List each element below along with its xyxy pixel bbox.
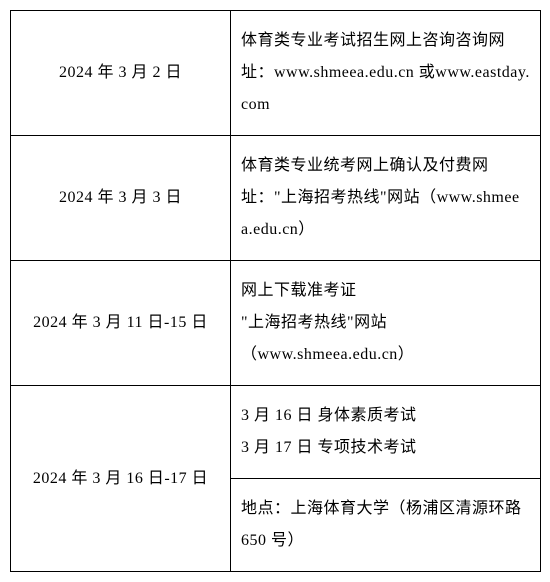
date-cell: 2024 年 3 月 2 日 bbox=[11, 11, 231, 136]
date-cell: 2024 年 3 月 3 日 bbox=[11, 136, 231, 261]
date-cell: 2024 年 3 月 11 日-15 日 bbox=[11, 261, 231, 386]
content-cell: 体育类专业统考网上确认及付费网址："上海招考热线"网站（www.shmeea.e… bbox=[231, 136, 541, 261]
content-cell: 3 月 16 日 身体素质考试3 月 17 日 专项技术考试 bbox=[231, 386, 541, 479]
content-cell: 网上下载准考证"上海招考热线"网站（www.shmeea.edu.cn） bbox=[231, 261, 541, 386]
table-row: 2024 年 3 月 16 日-17 日 3 月 16 日 身体素质考试3 月 … bbox=[11, 386, 541, 479]
content-cell: 地点：上海体育大学（杨浦区清源环路 650 号） bbox=[231, 479, 541, 572]
table-row: 2024 年 3 月 3 日 体育类专业统考网上确认及付费网址："上海招考热线"… bbox=[11, 136, 541, 261]
table-row: 2024 年 3 月 2 日 体育类专业考试招生网上咨询咨询网址：www.shm… bbox=[11, 11, 541, 136]
date-cell: 2024 年 3 月 16 日-17 日 bbox=[11, 386, 231, 572]
table-row: 2024 年 3 月 11 日-15 日 网上下载准考证"上海招考热线"网站（w… bbox=[11, 261, 541, 386]
content-cell: 体育类专业考试招生网上咨询咨询网址：www.shmeea.edu.cn 或www… bbox=[231, 11, 541, 136]
schedule-table: 2024 年 3 月 2 日 体育类专业考试招生网上咨询咨询网址：www.shm… bbox=[10, 10, 541, 572]
